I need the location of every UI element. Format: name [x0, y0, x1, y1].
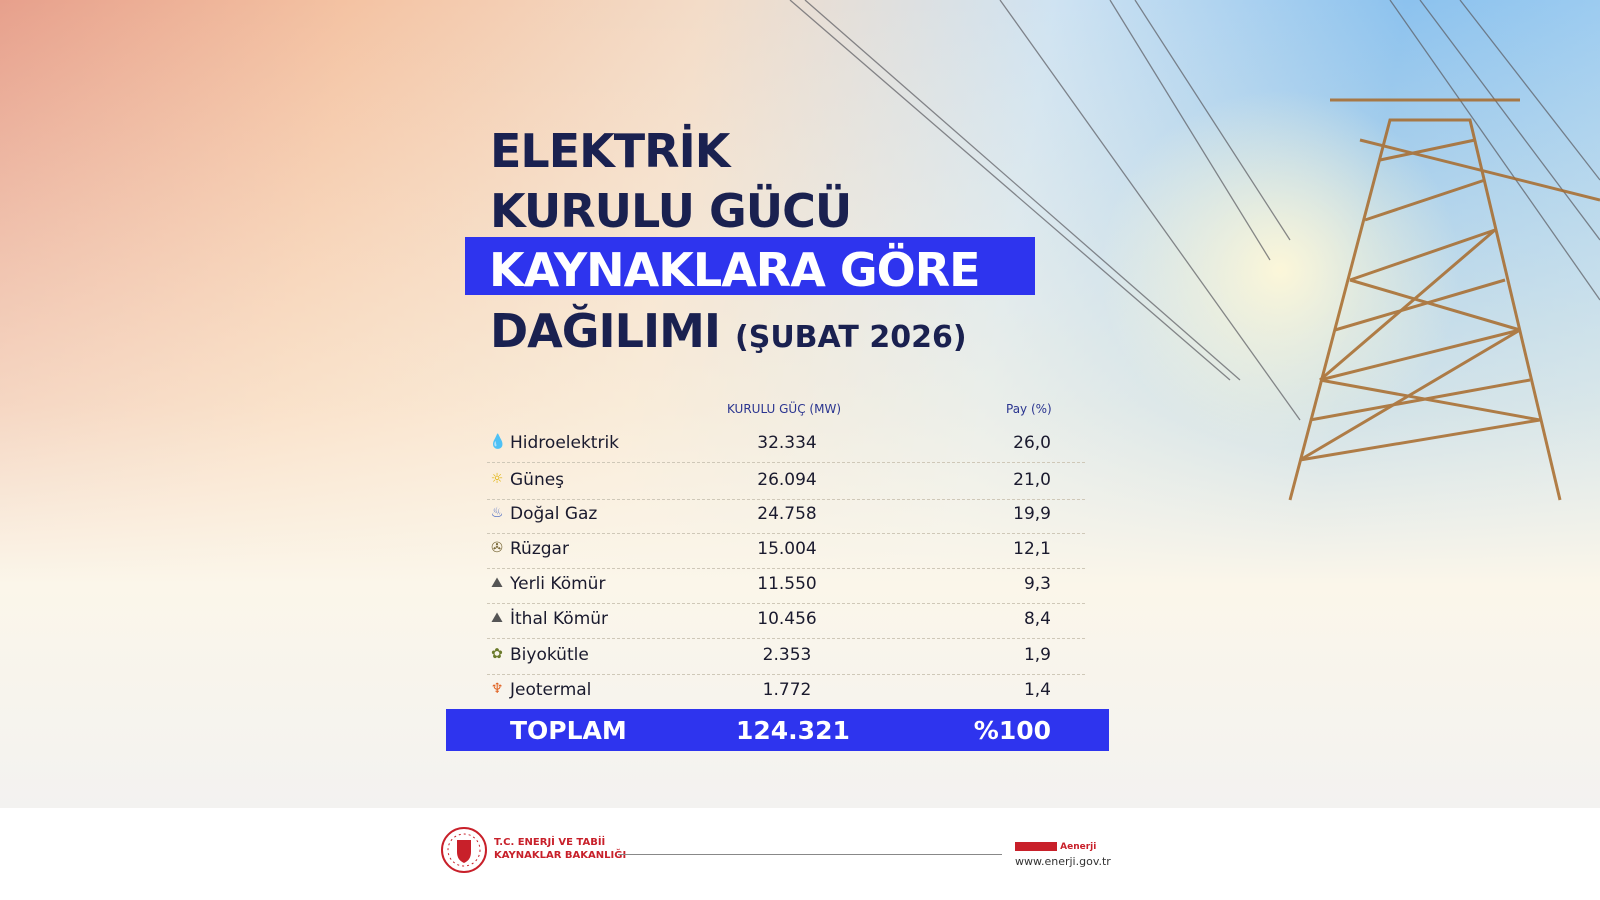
source-name: Güneş — [510, 470, 565, 490]
table-row: 💧 Hidroelektrik 32.334 26,0 — [487, 428, 1085, 463]
share-percent: 26,0 — [1013, 433, 1051, 453]
title-highlight-box: KAYNAKLARA GÖRE — [465, 237, 1035, 297]
title-period: (ŞUBAT 2026) — [735, 320, 967, 355]
water-drop-icon: 💧 — [489, 434, 507, 450]
total-label: TOPLAM — [510, 716, 627, 745]
installed-power-mw: 24.758 — [757, 504, 817, 524]
share-percent: 9,3 — [1023, 574, 1051, 594]
total-share: %100 — [973, 716, 1051, 745]
share-percent: 1,9 — [1023, 645, 1051, 665]
installed-power-mw: 10.456 — [757, 609, 817, 629]
share-percent: 8,4 — [1023, 609, 1051, 629]
plant-icon: ✿ — [491, 646, 503, 662]
social-icons[interactable] — [1015, 842, 1057, 851]
installed-power-mw: 2.353 — [762, 645, 812, 665]
ministry-name-line-1: T.C. ENERJİ VE TABİİ — [494, 837, 606, 848]
table-row: ✿ Biyokütle 2.353 1,9 — [487, 640, 1085, 675]
footer: T.C. ENERJİ VE TABİİ KAYNAKLAR BAKANLIĞI… — [0, 808, 1600, 900]
source-name: Biyokütle — [510, 645, 589, 665]
total-row: TOPLAM 124.321 %100 — [446, 709, 1109, 751]
source-name: Doğal Gaz — [510, 504, 598, 524]
wind-turbine-icon: ✇ — [491, 540, 503, 556]
title-line-1: ELEKTRİK — [490, 124, 730, 178]
geothermal-icon: ♆ — [490, 681, 504, 697]
source-name: Jeotermal — [510, 680, 592, 700]
share-percent: 12,1 — [1013, 539, 1051, 559]
installed-power-mw: 32.334 — [757, 433, 817, 453]
table-row: ♆ Jeotermal 1.772 1,4 — [487, 675, 1085, 710]
share-percent: 1,4 — [1023, 680, 1051, 700]
installed-power-mw: 11.550 — [757, 574, 817, 594]
table-row: ⛰ İthal Kömür 10.456 8,4 — [487, 604, 1085, 639]
flame-icon: ♨ — [490, 505, 504, 521]
source-name: Rüzgar — [510, 539, 569, 559]
footer-divider — [618, 854, 1002, 855]
website-link[interactable]: www.enerji.gov.tr — [1015, 855, 1111, 868]
power-tower-background — [789, 0, 1600, 501]
source-name: Hidroelektrik — [510, 433, 620, 453]
title-line-2: KURULU GÜCÜ — [490, 184, 852, 238]
total-mw: 124.321 — [736, 716, 850, 745]
sun-icon: ☼ — [490, 471, 504, 487]
installed-power-mw: 15.004 — [757, 539, 817, 559]
coal-icon: ⛰ — [491, 575, 503, 591]
installed-power-mw: 1.772 — [762, 680, 812, 700]
table-row: ⛰ Yerli Kömür 11.550 9,3 — [487, 569, 1085, 604]
column-header-mw: KURULU GÜÇ (MW) — [727, 402, 841, 416]
table-row: ♨ Doğal Gaz 24.758 19,9 — [487, 499, 1085, 534]
coal-icon: ⛰ — [491, 610, 503, 626]
source-name: İthal Kömür — [510, 609, 609, 629]
ministry-name-line-2: KAYNAKLAR BAKANLIĞI — [494, 850, 627, 861]
ministry-logo — [441, 827, 487, 873]
title-line-4: DAĞILIMI — [490, 304, 721, 358]
table-row: ☼ Güneş 26.094 21,0 — [487, 465, 1085, 500]
title-line-4-wrap: DAĞILIMI (ŞUBAT 2026) — [490, 308, 967, 354]
column-header-share: Pay (%) — [1006, 402, 1052, 416]
social-links[interactable]: Aenerji — [1015, 842, 1096, 852]
title-line-3: KAYNAKLARA GÖRE — [489, 243, 981, 297]
social-handle: Aenerji — [1060, 842, 1097, 852]
table-row: ✇ Rüzgar 15.004 12,1 — [487, 534, 1085, 569]
share-percent: 19,9 — [1013, 504, 1051, 524]
installed-power-mw: 26.094 — [757, 470, 817, 490]
share-percent: 21,0 — [1013, 470, 1051, 490]
source-name: Yerli Kömür — [510, 574, 606, 594]
